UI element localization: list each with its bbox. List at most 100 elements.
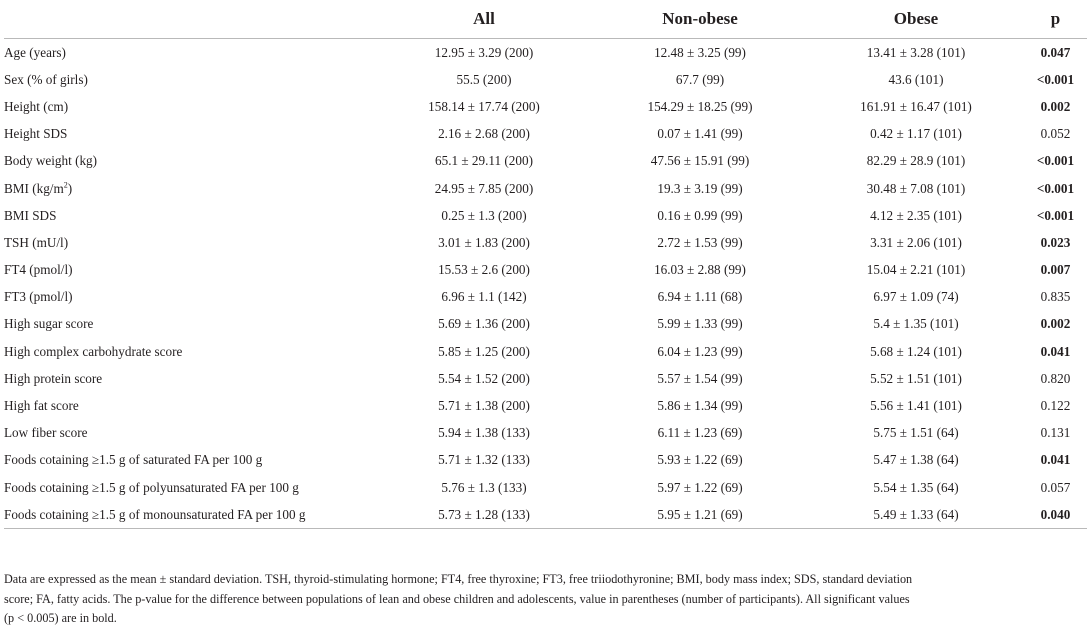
table-row: FT3 (pmol/l) 6.96 ± 1.1 (142) 6.94 ± 1.11 … (4, 284, 1087, 311)
row-label-text: FT4 (pmol/l) (4, 262, 73, 278)
footnote-line-2: score; FA, fatty acids. The p-value for … (4, 591, 910, 606)
cell-non-obese: 5.97 ± 1.22 (69) (657, 479, 743, 495)
cell-obese: 5.52 ± 1.51 (101) (870, 370, 962, 386)
row-label: BMI SDS (4, 202, 376, 229)
table-row: Sex (% of girls) 55.5 (200) 67.7 (99) 43.6 … (4, 66, 1087, 93)
cell-non-obese: 2.72 ± 1.53 (99) (657, 234, 743, 250)
cell-all: 5.76 ± 1.3 (133) (441, 479, 527, 495)
header-p: p (1050, 9, 1061, 28)
cell-all: 3.01 ± 1.83 (200) (438, 234, 530, 250)
cell-p-value: 0.007 (1040, 262, 1071, 278)
row-label: Foods cotaining ≥1.5 g of monounsaturate… (4, 501, 376, 529)
cell-p-value: 0.122 (1040, 398, 1071, 414)
row-label: Foods cotaining ≥1.5 g of polyunsaturate… (4, 474, 376, 501)
row-label: High fat score (4, 392, 376, 419)
cell-all: 5.54 ± 1.52 (200) (438, 370, 530, 386)
cell-all: 6.96 ± 1.1 (142) (441, 289, 527, 305)
table-row: High protein score 5.54 ± 1.52 (200) 5.57 … (4, 365, 1087, 392)
cell-non-obese: 6.94 ± 1.11 (68) (657, 289, 743, 305)
cell-non-obese: 5.57 ± 1.54 (99) (657, 370, 743, 386)
cell-p-value: 0.040 (1040, 506, 1071, 522)
cell-all: 5.69 ± 1.36 (200) (438, 316, 530, 332)
cell-obese: 5.49 ± 1.33 (64) (873, 506, 959, 522)
row-label-text: Height (cm) (4, 98, 69, 114)
cell-non-obese: 6.11 ± 1.23 (69) (657, 425, 743, 441)
table-row: Height SDS 2.16 ± 2.68 (200) 0.07 ± 1.41 (… (4, 121, 1087, 148)
cell-p-value: 0.820 (1040, 370, 1071, 386)
row-label-tail: ) (67, 180, 73, 196)
cell-non-obese: 154.29 ± 18.25 (99) (647, 98, 753, 114)
table-row: BMI (kg/m2) 24.95 ± 7.85 (200) 19.3 ± 3.19… (4, 175, 1087, 202)
row-label-text: FT3 (pmol/l) (4, 289, 73, 305)
cell-non-obese: 47.56 ± 15.91 (99) (650, 153, 750, 169)
cell-p-value: 0.131 (1040, 425, 1071, 441)
cell-non-obese: 0.07 ± 1.41 (99) (657, 126, 743, 142)
row-label: Age (years) (4, 39, 376, 67)
table-row: TSH (mU/l) 3.01 ± 1.83 (200) 2.72 ± 1.53 (… (4, 229, 1087, 256)
row-label: High complex carbohydrate score (4, 338, 376, 365)
row-label-text: Age (years) (4, 44, 66, 60)
header-all: All (473, 9, 495, 28)
cell-non-obese: 12.48 ± 3.25 (99) (654, 44, 746, 60)
row-label-text: High complex carbohydrate score (4, 343, 183, 359)
cell-all: 5.73 ± 1.28 (133) (438, 506, 530, 522)
cell-obese: 6.97 ± 1.09 (74) (873, 289, 959, 305)
cell-obese: 5.54 ± 1.35 (64) (873, 479, 959, 495)
header-obese: Obese (893, 9, 939, 28)
cell-obese: 4.12 ± 2.35 (101) (870, 207, 962, 223)
cell-non-obese: 6.04 ± 1.23 (99) (657, 343, 743, 359)
header-row: All Non-obese Obese p (4, 0, 1087, 39)
cell-all: 158.14 ± 17.74 (200) (428, 98, 540, 114)
row-label-superscript: 2 (63, 180, 68, 190)
cell-all: 5.94 ± 1.38 (133) (438, 425, 530, 441)
row-label-text: Foods cotaining ≥1.5 g of saturated FA p… (4, 452, 263, 468)
cell-all: 65.1 ± 29.11 (200) (435, 153, 533, 169)
table-footnote: Data are expressed as the mean ± standar… (4, 570, 1074, 629)
cell-non-obese: 5.93 ± 1.22 (69) (657, 452, 743, 468)
row-label: FT3 (pmol/l) (4, 284, 376, 311)
cell-non-obese: 5.86 ± 1.34 (99) (657, 398, 743, 414)
footnote-line-3: (p < 0.005) are in bold. (4, 611, 117, 625)
row-label-text: High sugar score (4, 316, 94, 332)
table-row: Age (years) 12.95 ± 3.29 (200) 12.48 ± 3.2… (4, 39, 1087, 67)
row-label-text: Foods cotaining ≥1.5 g of monounsaturate… (4, 506, 306, 522)
table-row: FT4 (pmol/l) 15.53 ± 2.6 (200) 16.03 ± 2.8… (4, 257, 1087, 284)
cell-all: 2.16 ± 2.68 (200) (438, 126, 530, 142)
cell-all: 24.95 ± 7.85 (200) (434, 180, 534, 196)
row-label-text: High protein score (4, 370, 103, 386)
row-label-text: Height SDS (4, 126, 68, 142)
row-label: TSH (mU/l) (4, 229, 376, 256)
row-label-text: BMI SDS (4, 207, 57, 223)
table-row: BMI SDS 0.25 ± 1.3 (200) 0.16 ± 0.99 (99) 4… (4, 202, 1087, 229)
cell-all: 55.5 (200) (456, 71, 512, 87)
row-label: Low fiber score (4, 420, 376, 447)
cell-obese: 0.42 ± 1.17 (101) (870, 126, 962, 142)
cell-p-value: 0.002 (1040, 316, 1071, 332)
cell-obese: 82.29 ± 28.9 (101) (866, 153, 966, 169)
cell-non-obese: 0.16 ± 0.99 (99) (657, 207, 743, 223)
cell-non-obese: 5.95 ± 1.21 (69) (657, 506, 743, 522)
row-label-text: BMI (kg/m (4, 180, 64, 196)
cell-obese: 13.41 ± 3.28 (101) (866, 44, 966, 60)
row-label-text: High fat score (4, 398, 79, 414)
header-non-obese: Non-obese (662, 9, 738, 28)
cell-all: 5.85 ± 1.25 (200) (438, 343, 530, 359)
cell-p-value: <0.001 (1036, 71, 1075, 87)
cell-p-value: <0.001 (1036, 180, 1075, 196)
row-label: Body weight (kg) (4, 148, 376, 175)
row-label: Height (cm) (4, 93, 376, 120)
cell-p-value: 0.002 (1040, 98, 1071, 114)
cell-p-value: 0.041 (1040, 452, 1071, 468)
table-row: Foods cotaining ≥1.5 g of polyunsaturate… (4, 474, 1087, 501)
cell-p-value: 0.041 (1040, 343, 1071, 359)
table-row: Foods cotaining ≥1.5 g of saturated FA p… (4, 447, 1087, 474)
cell-p-value: <0.001 (1036, 153, 1075, 169)
table-body: Age (years) 12.95 ± 3.29 (200) 12.48 ± 3.2… (4, 39, 1087, 529)
cell-all: 12.95 ± 3.29 (200) (434, 44, 534, 60)
row-label-text: Foods cotaining ≥1.5 g of polyunsaturate… (4, 479, 299, 495)
cell-p-value: 0.052 (1040, 126, 1071, 142)
data-table: All Non-obese Obese p Age (years) 12.95 ±… (4, 0, 1087, 529)
table-row: Foods cotaining ≥1.5 g of monounsaturate… (4, 501, 1087, 529)
cell-obese: 3.31 ± 2.06 (101) (870, 234, 962, 250)
cell-obese: 161.91 ± 16.47 (101) (860, 98, 972, 114)
